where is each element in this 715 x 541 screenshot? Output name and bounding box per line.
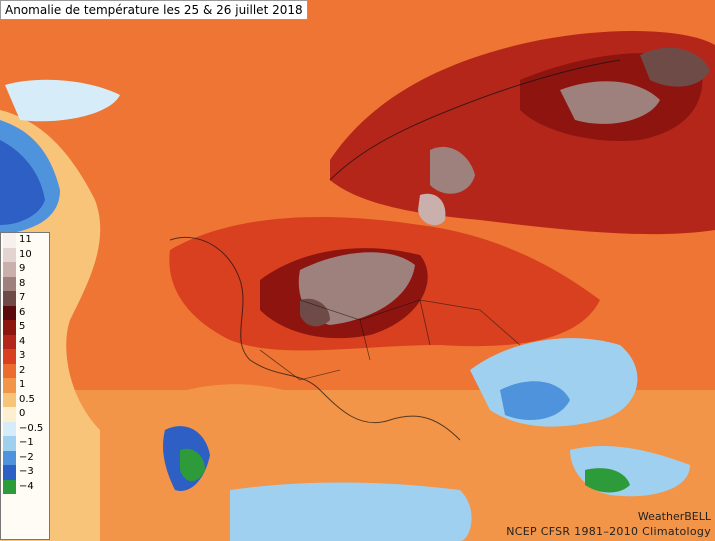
legend-swatch bbox=[3, 334, 16, 349]
legend-label: 9 bbox=[19, 263, 26, 274]
legend-row: 2 bbox=[1, 363, 49, 378]
legend-label: −3 bbox=[19, 466, 34, 477]
legend-row: 4 bbox=[1, 334, 49, 349]
legend-label: 5 bbox=[19, 321, 26, 332]
legend-swatch bbox=[3, 247, 16, 262]
legend-label: 11 bbox=[19, 234, 32, 245]
legend-swatch bbox=[3, 392, 16, 407]
legend-label: 1 bbox=[19, 379, 26, 390]
legend-swatch bbox=[3, 465, 16, 480]
legend-row: 8 bbox=[1, 276, 49, 291]
legend-swatch bbox=[3, 407, 16, 422]
legend-label: 0 bbox=[19, 408, 26, 419]
legend-row: −4 bbox=[1, 479, 49, 494]
legend-label: 6 bbox=[19, 306, 26, 318]
legend-label: −4 bbox=[19, 480, 34, 492]
legend-label: 2 bbox=[19, 364, 26, 376]
legend-label: 8 bbox=[19, 277, 26, 289]
legend-swatch bbox=[3, 349, 16, 364]
legend-row: 9 bbox=[1, 262, 49, 277]
legend-row: 1 bbox=[1, 378, 49, 393]
sweden-extreme bbox=[418, 193, 446, 226]
legend-row: 0 bbox=[1, 407, 49, 422]
north-africa-region bbox=[230, 482, 472, 541]
iceland-region bbox=[5, 79, 120, 122]
scandinavia-extreme-2 bbox=[640, 47, 710, 87]
netherlands-extreme bbox=[300, 298, 330, 327]
greece-cold bbox=[500, 381, 570, 420]
legend-swatch bbox=[3, 233, 16, 248]
legend-label: −1 bbox=[19, 437, 34, 448]
legend-label: 4 bbox=[19, 335, 26, 347]
legend-swatch bbox=[3, 291, 16, 306]
legend-swatch bbox=[3, 450, 16, 465]
legend-swatch bbox=[3, 320, 16, 335]
legend-row: 3 bbox=[1, 349, 49, 364]
legend-label: 3 bbox=[19, 350, 26, 361]
legend-row: −0.5 bbox=[1, 421, 49, 436]
legend-label: 7 bbox=[19, 292, 26, 303]
legend-label: 10 bbox=[19, 248, 32, 260]
legend-row: −1 bbox=[1, 436, 49, 451]
portugal-coldest bbox=[180, 448, 205, 482]
legend-row: −2 bbox=[1, 450, 49, 465]
crete-cold bbox=[585, 468, 630, 493]
legend-label: −0.5 bbox=[19, 422, 44, 434]
weatherbell-logo-text: WeatherBELL bbox=[637, 510, 711, 523]
legend-row: −3 bbox=[1, 465, 49, 480]
legend-swatch bbox=[3, 363, 16, 378]
legend-row: 0.5 bbox=[1, 392, 49, 407]
legend-row: 6 bbox=[1, 305, 49, 320]
climatology-credit: NCEP CFSR 1981–2010 Climatology bbox=[506, 525, 711, 538]
scandinavia-extreme-1 bbox=[560, 81, 660, 124]
coastline-outline bbox=[169, 59, 621, 441]
legend-swatch bbox=[3, 262, 16, 277]
legend-swatch bbox=[3, 276, 16, 291]
germany-extreme bbox=[298, 252, 415, 325]
legend-swatch bbox=[3, 421, 16, 436]
country-borders bbox=[259, 299, 521, 381]
norway-extreme bbox=[430, 146, 475, 194]
legend-swatch bbox=[3, 305, 16, 320]
map-title: Anomalie de température les 25 & 26 juil… bbox=[0, 0, 308, 20]
legend-swatch bbox=[3, 436, 16, 451]
legend-row: 5 bbox=[1, 320, 49, 335]
legend-row: 11 bbox=[1, 233, 49, 248]
legend-row: 10 bbox=[1, 247, 49, 262]
color-scale-legend: 11 10 9 8 7 6 5 4 3 2 1 0.5 0 −0.5 −1 −2 −3 −4 bbox=[0, 232, 50, 540]
legend-label: 0.5 bbox=[19, 393, 35, 405]
legend-swatch bbox=[3, 479, 16, 494]
legend-label: −2 bbox=[19, 451, 34, 463]
greenland-cold-region bbox=[0, 140, 45, 225]
legend-row: 7 bbox=[1, 291, 49, 306]
legend-swatch bbox=[3, 378, 16, 393]
